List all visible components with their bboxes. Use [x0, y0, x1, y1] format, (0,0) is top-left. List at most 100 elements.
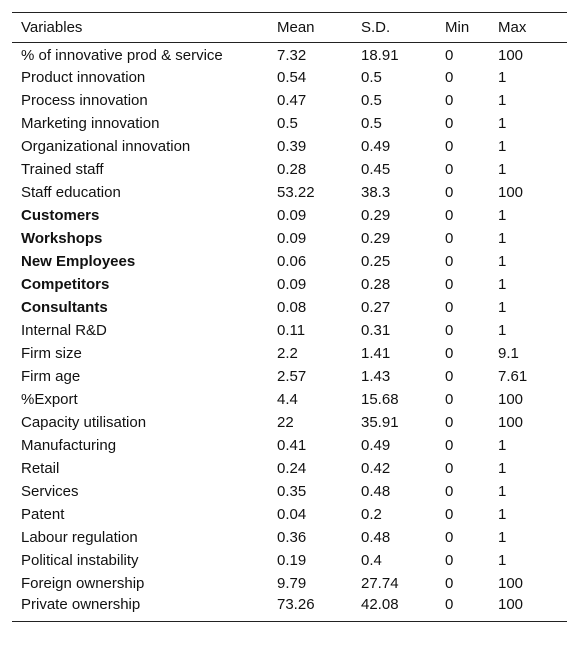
cell-max: 1: [498, 528, 507, 546]
cell-max: 7.61: [498, 367, 528, 385]
cell-sd: 0.28: [361, 275, 391, 293]
cell-mean: 0.09: [277, 275, 307, 293]
cell-variable: Manufacturing: [21, 436, 117, 454]
table-row: Political instability 0.19 0.4 0 1: [12, 549, 567, 572]
cell-min: 0: [445, 298, 454, 316]
cell-variable: Workshops: [21, 229, 103, 247]
cell-mean: 0.24: [277, 459, 307, 477]
cell-max: 100: [498, 47, 524, 64]
cell-max: 9.1: [498, 344, 519, 362]
cell-variable: Marketing innovation: [21, 114, 160, 132]
cell-sd: 0.4: [361, 551, 382, 569]
cell-sd: 0.49: [361, 436, 391, 454]
cell-sd: 1.41: [361, 344, 391, 362]
cell-max: 100: [498, 574, 524, 592]
cell-sd: 42.08: [361, 596, 399, 613]
cell-mean: 73.26: [277, 596, 315, 613]
table-row: Consultants 0.08 0.27 0 1: [12, 296, 567, 319]
cell-min: 0: [445, 229, 454, 247]
cell-max: 1: [498, 114, 507, 132]
table-body: % of innovative prod & service 7.32 18.91 0…: [12, 43, 567, 622]
cell-max: 1: [498, 137, 507, 155]
cell-sd: 0.48: [361, 528, 391, 546]
cell-mean: 0.19: [277, 551, 307, 569]
cell-variable: Capacity utilisation: [21, 413, 147, 431]
cell-variable: Competitors: [21, 275, 110, 293]
cell-mean: 2.2: [277, 344, 298, 362]
cell-max: 1: [498, 252, 507, 270]
cell-min: 0: [445, 413, 454, 431]
cell-sd: 0.5: [361, 68, 382, 86]
cell-sd: 18.91: [361, 47, 399, 64]
cell-mean: 0.09: [277, 206, 307, 224]
cell-max: 1: [498, 436, 507, 454]
table-row: Retail 0.24 0.42 0 1: [12, 457, 567, 480]
cell-max: 1: [498, 482, 507, 500]
cell-variable: %Export: [21, 390, 78, 408]
cell-mean: 0.5: [277, 114, 298, 132]
cell-variable: Political instability: [21, 551, 139, 569]
cell-max: 1: [498, 505, 507, 523]
cell-mean: 0.06: [277, 252, 307, 270]
header-sd: S.D.: [361, 19, 391, 36]
cell-mean: 0.41: [277, 436, 307, 454]
descriptive-statistics-table: Variables Mean S.D. Min Max % of innovat…: [12, 12, 567, 622]
table-row: Firm age 2.57 1.43 0 7.61: [12, 365, 567, 388]
table-row: Labour regulation 0.36 0.48 0 1: [12, 526, 567, 549]
cell-min: 0: [445, 183, 454, 201]
cell-sd: 0.42: [361, 459, 391, 477]
cell-mean: 0.11: [277, 321, 306, 339]
cell-variable: Trained staff: [21, 160, 104, 178]
cell-variable: % of innovative prod & service: [21, 47, 223, 64]
cell-sd: 27.74: [361, 574, 399, 592]
cell-sd: 0.29: [361, 206, 391, 224]
cell-min: 0: [445, 68, 454, 86]
cell-sd: 0.25: [361, 252, 391, 270]
cell-min: 0: [445, 528, 454, 546]
cell-variable: Patent: [21, 505, 65, 523]
cell-max: 1: [498, 298, 507, 316]
cell-sd: 0.48: [361, 482, 391, 500]
table-row: Manufacturing 0.41 0.49 0 1: [12, 434, 567, 457]
cell-max: 1: [498, 206, 507, 224]
cell-max: 1: [498, 551, 507, 569]
cell-min: 0: [445, 482, 454, 500]
cell-sd: 0.2: [361, 505, 382, 523]
cell-min: 0: [445, 574, 454, 592]
cell-max: 1: [498, 68, 507, 86]
cell-sd: 0.49: [361, 137, 391, 155]
cell-min: 0: [445, 596, 454, 613]
cell-max: 100: [498, 183, 524, 201]
cell-sd: 0.27: [361, 298, 391, 316]
cell-sd: 0.29: [361, 229, 391, 247]
cell-min: 0: [445, 252, 454, 270]
table-row: Trained staff 0.28 0.45 0 1: [12, 158, 567, 181]
cell-min: 0: [445, 459, 454, 477]
cell-mean: 0.04: [277, 505, 307, 523]
cell-min: 0: [445, 47, 454, 64]
cell-min: 0: [445, 436, 454, 454]
table-row: Private ownership 73.26 42.08 0 100: [12, 595, 567, 622]
cell-variable: Consultants: [21, 298, 108, 316]
cell-min: 0: [445, 137, 454, 155]
table-row: Product innovation 0.54 0.5 0 1: [12, 66, 567, 89]
cell-mean: 0.28: [277, 160, 307, 178]
cell-min: 0: [445, 367, 454, 385]
cell-min: 0: [445, 321, 454, 339]
cell-variable: Process innovation: [21, 91, 148, 109]
cell-min: 0: [445, 344, 454, 362]
cell-min: 0: [445, 91, 454, 109]
cell-max: 1: [498, 160, 507, 178]
table-row: Staff education 53.22 38.3 0 100: [12, 181, 567, 204]
cell-variable: Staff education: [21, 183, 121, 201]
cell-min: 0: [445, 275, 454, 293]
table-row: Firm size 2.2 1.41 0 9.1: [12, 342, 567, 365]
cell-mean: 9.79: [277, 574, 307, 592]
header-row: Variables Mean S.D. Min Max: [12, 12, 567, 43]
cell-sd: 38.3: [361, 183, 391, 201]
cell-variable: Internal R&D: [21, 321, 107, 339]
cell-max: 1: [498, 321, 507, 339]
cell-variable: Firm size: [21, 344, 82, 362]
cell-max: 1: [498, 229, 507, 247]
cell-mean: 0.36: [277, 528, 307, 546]
